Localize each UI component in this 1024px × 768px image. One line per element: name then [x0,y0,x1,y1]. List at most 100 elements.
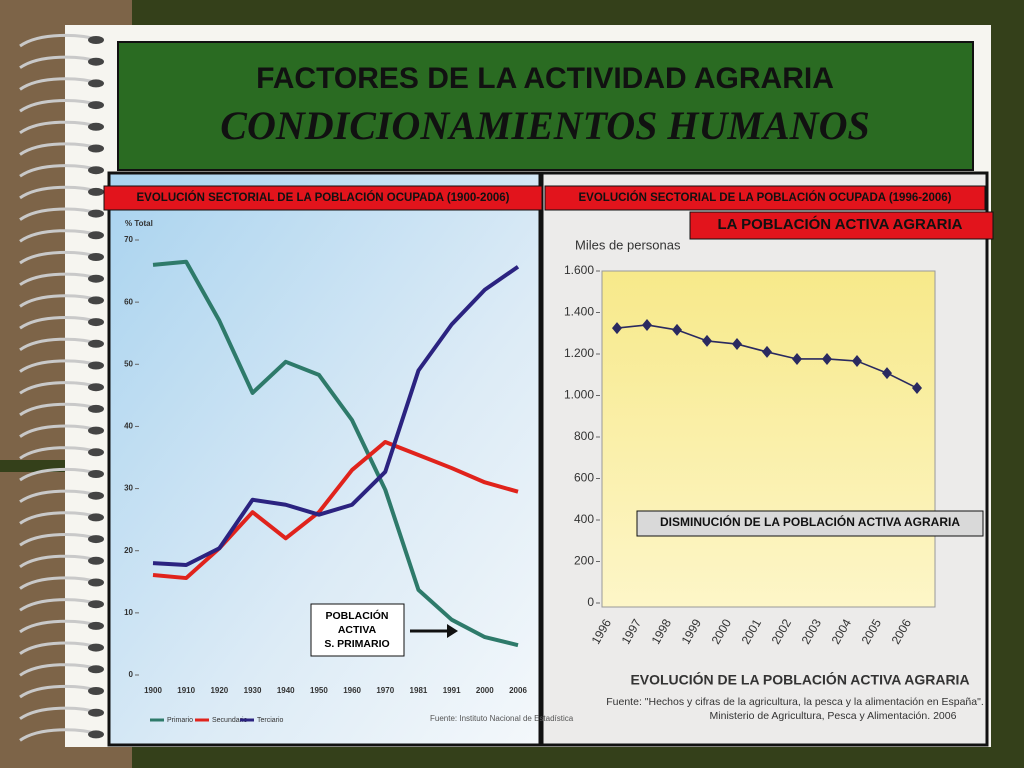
ring-hole [88,296,104,305]
ring-hole [88,253,104,261]
marker [672,323,682,336]
y-tick-label: 600 [574,471,594,485]
legend-label: Terciario [257,717,284,724]
marker [822,352,832,365]
x-tick-label: 2000 [476,686,494,695]
x-tick-label: 1940 [277,686,295,695]
y-tick-label: 400 [574,512,594,526]
ring-hole [88,665,104,674]
left-panel [107,171,542,747]
marker [732,338,742,351]
y-tick-label: 1.400 [564,305,594,319]
marker [912,382,922,395]
ring-hole [88,404,104,413]
y-tick-label: 20 [124,546,133,555]
ring-hole [88,578,104,587]
ring-hole [88,535,104,544]
arrow-head [447,624,458,638]
label-box [689,211,994,240]
ring-hole [88,101,104,110]
y-axis-label: Miles de personas [575,237,681,252]
header [117,41,974,171]
marker [642,318,652,331]
x-tick-label: 1981 [410,686,428,695]
ring-hole [88,687,104,695]
x-tick-label: 1920 [210,686,228,695]
label-box [103,185,543,211]
marker [882,367,892,380]
x-tick-label: 1960 [343,686,361,695]
y-tick-label: 10 [124,608,133,617]
ring-hole [88,318,104,327]
plot-area [601,270,936,608]
ring-hole [88,361,104,370]
title: FACTORES DE LA ACTIVIDAD AGRARIA [256,62,834,95]
marker [792,352,802,365]
y-axis-label: % Total [125,219,153,228]
callout-text: ACTIVA [338,624,377,636]
label-box [636,510,984,537]
label: DISMINUCIÓN DE LA POBLACIÓN ACTIVA AGRAR… [660,514,960,529]
x-tick-label: 1910 [177,686,195,695]
callout-text: S. PRIMARIO [324,638,389,650]
spiral [19,33,104,742]
ring-hole [88,79,104,88]
ring-hole [88,231,104,240]
y-tick-label: 40 [124,422,133,431]
ring-hole [88,621,104,630]
ring-hole [88,643,104,652]
y-tick-label: 0 [129,670,134,679]
y-tick-label: 30 [124,484,133,493]
ring-hole [88,600,104,609]
callout [310,603,405,657]
x-tick-label: 1970 [376,686,394,695]
ring-hole [88,491,104,500]
y-tick-label: 1.000 [564,388,594,402]
subtitle: CONDICIONAMIENTOS HUMANOS [220,103,869,148]
y-tick-label: 1.200 [564,346,594,360]
series-line [152,265,520,568]
y-tick-label: 1.600 [564,263,594,277]
label: EVOLUCIÓN SECTORIAL DE LA POBLACIÓN OCUP… [137,191,510,204]
marker [762,345,772,358]
ring-hole [88,383,104,392]
ring-hole [88,144,104,153]
marker [702,334,712,347]
marker [612,322,622,335]
legend-label: Primario [167,717,193,724]
label-box [544,185,986,211]
y-tick-label: 70 [124,235,133,244]
source: Fuente: Instituto Nacional de Estadístic… [430,714,574,723]
x-tick-label: 1950 [310,686,328,695]
ring-hole [88,448,104,457]
ring-hole [88,274,104,283]
label: EVOLUCIÓN SECTORIAL DE LA POBLACIÓN OCUP… [579,191,952,204]
label: LA POBLACIÓN ACTIVA AGRARIA [718,215,963,233]
ring-hole [88,122,104,131]
y-tick-label: 800 [574,429,594,443]
callout-text: POBLACIÓN [326,609,389,622]
y-tick-label: 50 [124,359,133,368]
ring-hole [88,426,104,435]
ring-hole [88,36,104,44]
ring-hole [88,470,104,478]
chart-title: EVOLUCIÓN DE LA POBLACIÓN ACTIVA AGRARIA [630,671,969,688]
series-line [152,259,519,648]
x-tick-label: 1900 [144,686,162,695]
y-tick-label: 200 [574,554,594,568]
x-tick-label: 1930 [244,686,262,695]
marker [852,355,862,368]
ring-hole [88,513,104,522]
ring-hole [88,166,104,175]
source: Fuente: "Hechos y cifras de la agricultu… [606,696,984,708]
y-tick-label: 0 [587,595,594,609]
y-tick-label: 60 [124,297,133,306]
x-tick-label: 1991 [443,686,461,695]
legend-label: Secundario [212,717,248,724]
x-tick-label: 2006 [509,686,527,695]
ring-hole [88,730,104,739]
ring-hole [88,57,104,66]
source: Ministerio de Agricultura, Pesca y Alime… [710,710,957,722]
ring-hole [88,339,104,348]
